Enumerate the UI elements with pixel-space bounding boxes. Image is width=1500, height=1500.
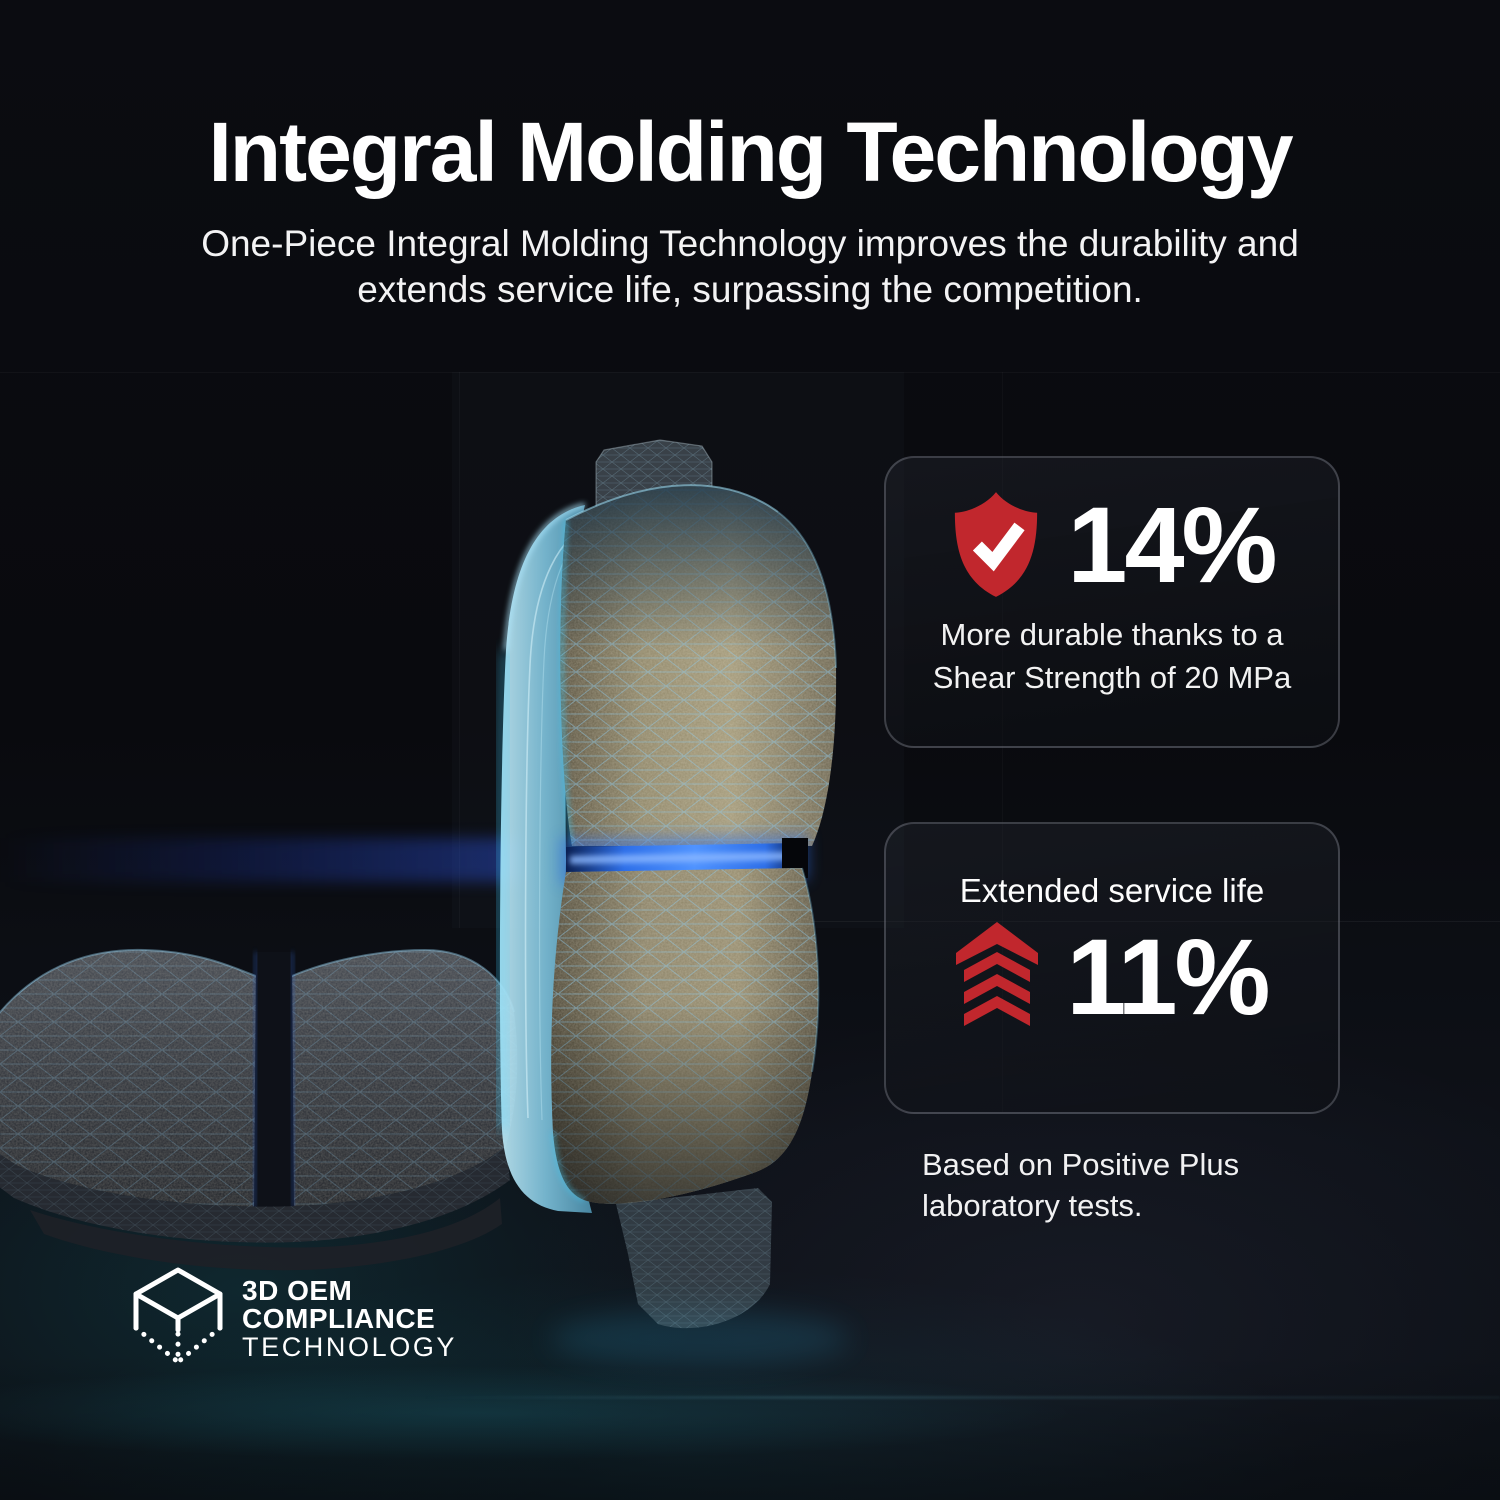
durability-stat-card: 14% More durable thanks to a Shear Stren… bbox=[884, 456, 1340, 748]
logo-line-3: TECHNOLOGY bbox=[242, 1332, 458, 1362]
floor-light-streak bbox=[420, 1396, 1500, 1399]
service-life-stat-card: Extended service life 11% bbox=[884, 822, 1340, 1114]
durability-value: 14% bbox=[1067, 484, 1277, 606]
brand-logo-text: 3D OEM COMPLIANCE TECHNOLOGY bbox=[242, 1275, 458, 1362]
page-title: Integral Molding Technology bbox=[208, 105, 1293, 199]
wireframe-cube-icon bbox=[133, 1267, 223, 1365]
second-brake-pad bbox=[0, 948, 518, 1271]
footnote-line-2: laboratory tests. bbox=[922, 1188, 1143, 1224]
subtitle-line-1: One-Piece Integral Molding Technology im… bbox=[201, 223, 1299, 264]
logo-line-1: 3D OEM bbox=[242, 1275, 353, 1306]
lower-friction-block bbox=[551, 867, 820, 1204]
bottom-tab bbox=[616, 1188, 772, 1329]
shield-check-icon bbox=[955, 492, 1038, 597]
service-life-value: 11% bbox=[1066, 916, 1270, 1037]
main-brake-pad bbox=[496, 439, 850, 1366]
logo-line-2: COMPLIANCE bbox=[242, 1303, 436, 1334]
service-life-label: Extended service life bbox=[959, 872, 1265, 909]
durability-desc-line-1: More durable thanks to a bbox=[940, 617, 1284, 652]
upper-friction-block bbox=[560, 484, 837, 847]
blue-light-streak bbox=[0, 838, 520, 882]
service-life-stat-row: 11% bbox=[886, 920, 1338, 1033]
subtitle-line-2: extends service life, surpassing the com… bbox=[357, 268, 1143, 310]
brand-logo: 3D OEM COMPLIANCE TECHNOLOGY bbox=[132, 1266, 457, 1372]
floor-glow bbox=[0, 1355, 1500, 1500]
durability-desc-line-2: Shear Strength of 20 MPa bbox=[932, 659, 1292, 695]
page-subtitle: One-Piece Integral Molding Technology im… bbox=[0, 221, 1500, 313]
footnote-line-1: Based on Positive Plus bbox=[922, 1147, 1240, 1182]
durability-stat-row: 14% bbox=[886, 486, 1338, 604]
arrow-up-chevrons-icon bbox=[956, 921, 1039, 1026]
footnote: Based on Positive Plus laboratory tests. bbox=[922, 1144, 1239, 1226]
durability-description: More durable thanks to a Shear Strength … bbox=[886, 614, 1338, 700]
